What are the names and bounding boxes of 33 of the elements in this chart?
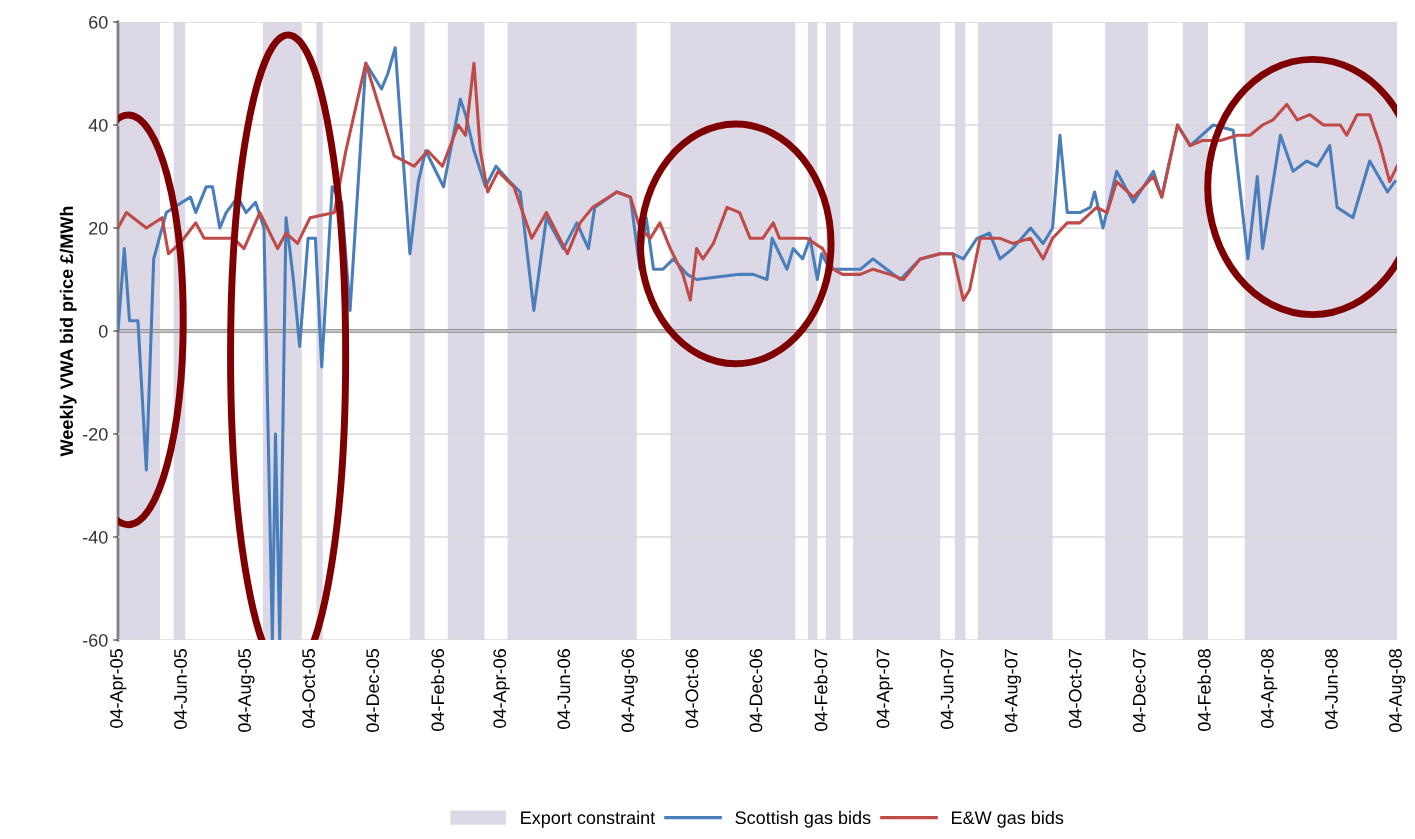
x-tick-label: 04-Oct-07 xyxy=(1068,649,1082,728)
y-tick-label: -20 xyxy=(82,427,108,441)
legend-label: E&W gas bids xyxy=(952,810,1064,828)
x-tick-label: 04-Aug-08 xyxy=(1389,649,1406,732)
y-tick-label: 0 xyxy=(98,324,108,338)
x-tick-label: 04-Oct-06 xyxy=(685,649,699,728)
x-tick-label: 04-Apr-06 xyxy=(493,649,510,728)
y-tick-label: 40 xyxy=(88,118,108,132)
y-tick-label: -40 xyxy=(82,530,108,544)
y-tick-label: 60 xyxy=(89,15,108,29)
y-tick-label: -60 xyxy=(82,633,108,647)
x-tick-label: 04-Feb-08 xyxy=(1197,649,1211,731)
x-tick-label: 04-Feb-07 xyxy=(814,649,828,731)
x-tick-label: 04-Apr-05 xyxy=(110,649,127,728)
x-tick-label: 04-Jun-07 xyxy=(940,649,954,729)
y-axis-title: Weekly VWA bid price £/MWh xyxy=(59,206,77,457)
x-tick-label: 04-Jun-08 xyxy=(1325,649,1338,729)
x-tick-label: 04-Dec-06 xyxy=(749,649,763,732)
x-tick-label: 04-Jun-05 xyxy=(174,649,187,729)
x-tick-label: 04-Dec-07 xyxy=(1132,649,1146,732)
x-tick-label: 04-Feb-06 xyxy=(430,649,445,731)
legend-label: Export constraint xyxy=(521,810,656,828)
x-tick-label: 04-Aug-07 xyxy=(1004,649,1022,732)
x-tick-label: 04-Aug-06 xyxy=(621,649,638,732)
y-tick-label: 20 xyxy=(89,221,108,235)
x-tick-label: 04-Apr-08 xyxy=(1260,649,1278,728)
line-series xyxy=(118,61,1397,302)
legend-label: Scottish gas bids xyxy=(735,810,871,828)
x-tick-label: 04-Apr-07 xyxy=(876,649,893,728)
x-tick-label: 04-Dec-05 xyxy=(366,649,380,732)
x-tick-label: 04-Aug-05 xyxy=(238,649,255,732)
x-tick-label: 04-Jun-06 xyxy=(557,649,571,729)
x-tick-label: 04-Oct-05 xyxy=(302,649,316,728)
